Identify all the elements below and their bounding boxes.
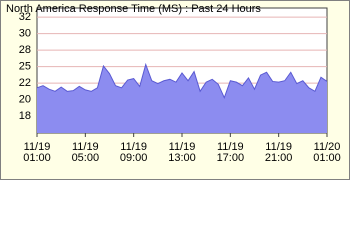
line [36,62,328,100]
x-tick-label: 11/19 09:00 [120,141,148,164]
y-tick-label: 32 [19,11,31,23]
y-tick-label: 30 [19,28,31,40]
y-tick-label: 25 [19,61,31,73]
y-tick-label: 18 [19,110,31,122]
y-tick-label: 28 [19,44,31,56]
page: {"chart_data": { "type": "area", "title"… [0,0,350,180]
x-tick-label: 11/19 17:00 [217,141,245,164]
x-tick-label: 11/19 13:00 [168,141,196,164]
chart: North America Response Time (MS) : Past … [0,0,350,180]
y-tick-label: 22 [19,77,31,89]
x-tick-label: 11/19 05:00 [72,141,100,164]
x-tick-label: 11/19 01:00 [23,141,51,164]
area [37,64,327,133]
chart-title: North America Response Time (MS) : Past … [6,3,261,15]
x-tick-label: 11/20 01:00 [313,141,341,164]
y-tick-label: 20 [19,94,31,106]
x-tick-label: 11/19 21:00 [265,141,293,164]
